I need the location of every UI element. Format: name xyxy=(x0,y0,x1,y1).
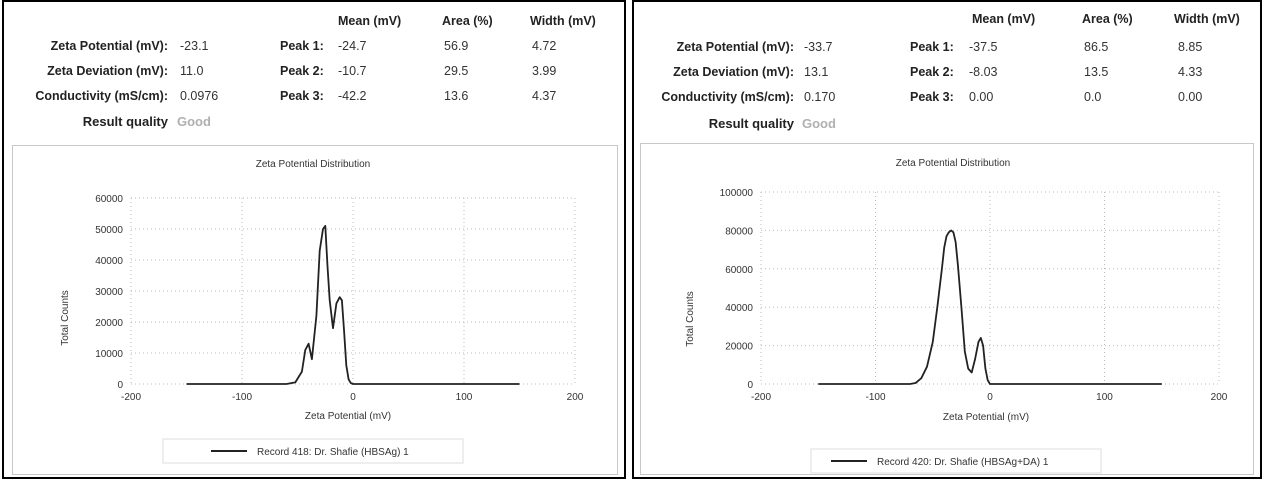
peak-1-label: Peak 1: xyxy=(280,39,324,53)
peak-1-label: Peak 1: xyxy=(910,40,954,54)
result-quality-value: Good xyxy=(802,116,836,131)
zeta-deviation-value: 13.1 xyxy=(804,65,829,79)
result-quality-label: Result quality xyxy=(82,114,168,129)
y-tick-label: 20000 xyxy=(725,342,753,353)
peak-3-width: 4.37 xyxy=(532,89,557,103)
x-tick-label: 100 xyxy=(456,392,473,403)
legend-entry: Record 418: Dr. Shafie (HBSAg) 1 xyxy=(257,447,409,458)
peak-3-area: 13.6 xyxy=(444,89,469,103)
y-axis-label: Total Counts xyxy=(685,291,696,347)
zeta-potential-value: -33.7 xyxy=(804,40,833,54)
x-tick-label: -100 xyxy=(865,392,885,403)
conductivity-value: 0.170 xyxy=(804,90,836,104)
y-tick-label: 20000 xyxy=(95,318,123,329)
result-quality-value: Good xyxy=(177,114,211,129)
x-tick-label: -200 xyxy=(121,392,141,403)
peak-2-width: 4.33 xyxy=(1178,65,1203,79)
y-tick-label: 100000 xyxy=(720,188,754,199)
conductivity-label: Conductivity (mS/cm): xyxy=(35,89,168,103)
peak-2-mean: -10.7 xyxy=(338,64,367,78)
peak-1-mean: -24.7 xyxy=(338,39,367,53)
peak-2-area: 29.5 xyxy=(444,64,469,78)
peak-1-width: 4.72 xyxy=(532,39,557,53)
peak-2-mean: -8.03 xyxy=(969,65,998,79)
y-tick-label: 40000 xyxy=(95,256,123,267)
zeta-potential-label: Zeta Potential (mV): xyxy=(676,40,794,54)
y-tick-label: 60000 xyxy=(95,194,123,205)
conductivity-label: Conductivity (mS/cm): xyxy=(661,90,794,104)
x-tick-label: 200 xyxy=(567,392,584,403)
zeta-potential-label: Zeta Potential (mV): xyxy=(50,39,168,53)
header-width: Width (mV) xyxy=(530,14,596,28)
y-tick-label: 0 xyxy=(747,380,753,391)
peak-3-width: 0.00 xyxy=(1178,90,1203,104)
zeta-potential-value: -23.1 xyxy=(180,39,209,53)
header-width: Width (mV) xyxy=(1174,12,1240,26)
result-quality-label: Result quality xyxy=(708,116,794,131)
chart-frame: Zeta Potential Distribution -200 -100 0 100… xyxy=(640,143,1254,475)
peak-3-label: Peak 3: xyxy=(910,90,954,104)
x-tick-label: 0 xyxy=(987,392,993,403)
y-axis-label: Total Counts xyxy=(60,290,71,346)
zeta-distribution-chart: Zeta Potential Distribution -200 -100 0 100… xyxy=(60,159,584,464)
x-tick-label: 200 xyxy=(1211,392,1228,403)
y-tick-label: 40000 xyxy=(725,303,753,314)
result-panel-left: Mean (mV) Area (%) Width (mV) Zeta Poten… xyxy=(2,0,626,479)
peak-3-label: Peak 3: xyxy=(280,89,324,103)
x-tick-label: -100 xyxy=(232,392,252,403)
y-tick-label: 30000 xyxy=(95,287,123,298)
y-tick-label: 60000 xyxy=(725,265,753,276)
chart-title: Zeta Potential Distribution xyxy=(256,159,371,170)
header-mean: Mean (mV) xyxy=(338,14,402,28)
distribution-line xyxy=(186,225,520,385)
x-tick-label: 100 xyxy=(1096,392,1113,403)
peak-3-mean: 0.00 xyxy=(969,90,994,104)
peak-2-width: 3.99 xyxy=(532,64,557,78)
chart-frame: Zeta Potential Distribution -200 -100 0 100… xyxy=(12,145,618,475)
x-tick-label: -200 xyxy=(751,392,771,403)
legend-box xyxy=(810,448,1102,474)
zeta-deviation-label: Zeta Deviation (mV): xyxy=(47,64,168,78)
zeta-distribution-chart: Zeta Potential Distribution -200 -100 0 100… xyxy=(685,158,1228,474)
zeta-deviation-value: 11.0 xyxy=(180,64,204,78)
chart-title: Zeta Potential Distribution xyxy=(896,158,1011,169)
conductivity-value: 0.0976 xyxy=(180,89,219,103)
distribution-line xyxy=(818,229,1162,385)
y-tick-label: 80000 xyxy=(725,226,753,237)
y-tick-label: 50000 xyxy=(95,225,123,236)
x-axis-label: Zeta Potential (mV) xyxy=(305,411,391,422)
peak-3-mean: -42.2 xyxy=(338,89,367,103)
y-tick-label: 10000 xyxy=(95,349,123,360)
y-tick-label: 0 xyxy=(117,380,123,391)
legend-box xyxy=(162,438,464,464)
result-panel-right: Mean (mV) Area (%) Width (mV) Zeta Poten… xyxy=(632,0,1262,479)
legend-entry: Record 420: Dr. Shafie (HBSAg+DA) 1 xyxy=(877,457,1049,468)
peak-1-area: 86.5 xyxy=(1084,40,1109,54)
header-area: Area (%) xyxy=(1082,12,1133,26)
peak-2-area: 13.5 xyxy=(1084,65,1109,79)
header-area: Area (%) xyxy=(442,14,493,28)
x-tick-label: 0 xyxy=(350,392,356,403)
zeta-deviation-label: Zeta Deviation (mV): xyxy=(673,65,794,79)
peak-3-area: 0.0 xyxy=(1084,90,1102,104)
peak-2-label: Peak 2: xyxy=(280,64,324,78)
peak-1-area: 56.9 xyxy=(444,39,469,53)
peak-1-mean: -37.5 xyxy=(969,40,998,54)
x-axis-label: Zeta Potential (mV) xyxy=(943,412,1029,423)
peak-2-label: Peak 2: xyxy=(910,65,954,79)
header-mean: Mean (mV) xyxy=(972,12,1036,26)
peak-1-width: 8.85 xyxy=(1178,40,1203,54)
